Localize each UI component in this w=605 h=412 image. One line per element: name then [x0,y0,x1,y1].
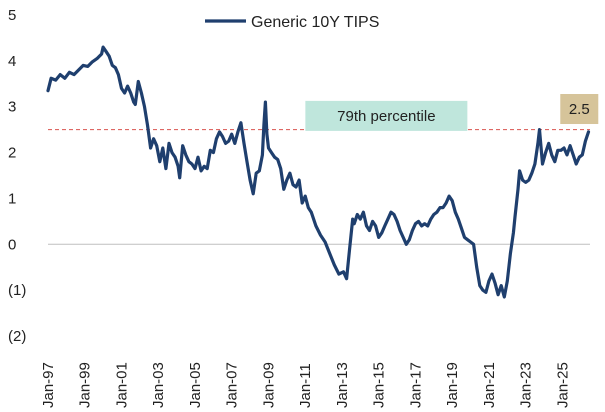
x-tick-label: Jan-15 [371,362,388,408]
x-tick-label: Jan-09 [260,362,277,408]
y-tick-label: 3 [8,99,16,116]
x-tick-label: Jan-05 [187,362,204,408]
x-tick-label: Jan-99 [77,362,94,408]
y-tick-label: 5 [8,7,16,24]
y-tick-label: 4 [8,53,16,70]
y-tick-label: 2 [8,145,16,162]
x-axis: Jan-97 Jan-99 Jan-01 Jan-03 Jan-05 Jan-07 Jan-… [40,362,571,408]
annotation-value-label: 2.5 [569,101,590,118]
x-tick-label: Jan-13 [334,362,351,408]
y-tick-label: 0 [8,236,16,253]
annotation-percentile-label: 79th percentile [337,108,435,125]
legend-label: Generic 10Y TIPS [251,14,379,31]
annotation-percentile: 79th percentile [305,100,468,131]
y-tick-label: (2) [8,328,26,345]
x-tick-label: Jan-11 [297,363,314,408]
x-tick-label: Jan-17 [407,362,424,408]
x-tick-label: Jan-21 [481,362,498,408]
x-tick-label: Jan-23 [518,362,535,408]
series-line [46,45,591,299]
x-tick-label: Jan-03 [150,362,167,408]
legend: Generic 10Y TIPS [205,14,379,31]
x-tick-label: Jan-19 [444,362,461,408]
annotation-value-box [560,94,599,125]
y-tick-label: 1 [8,190,16,207]
x-tick-label: Jan-97 [40,362,57,408]
y-axis: 5 4 3 2 1 0 (1) (2) [8,7,26,345]
x-tick-label: Jan-25 [554,362,571,408]
annotation-value: 2.5 [560,94,599,125]
x-tick-label: Jan-07 [224,362,241,408]
x-tick-label: Jan-01 [113,362,130,408]
annotation-percentile-box [305,100,468,131]
y-tick-label: (1) [8,282,26,299]
